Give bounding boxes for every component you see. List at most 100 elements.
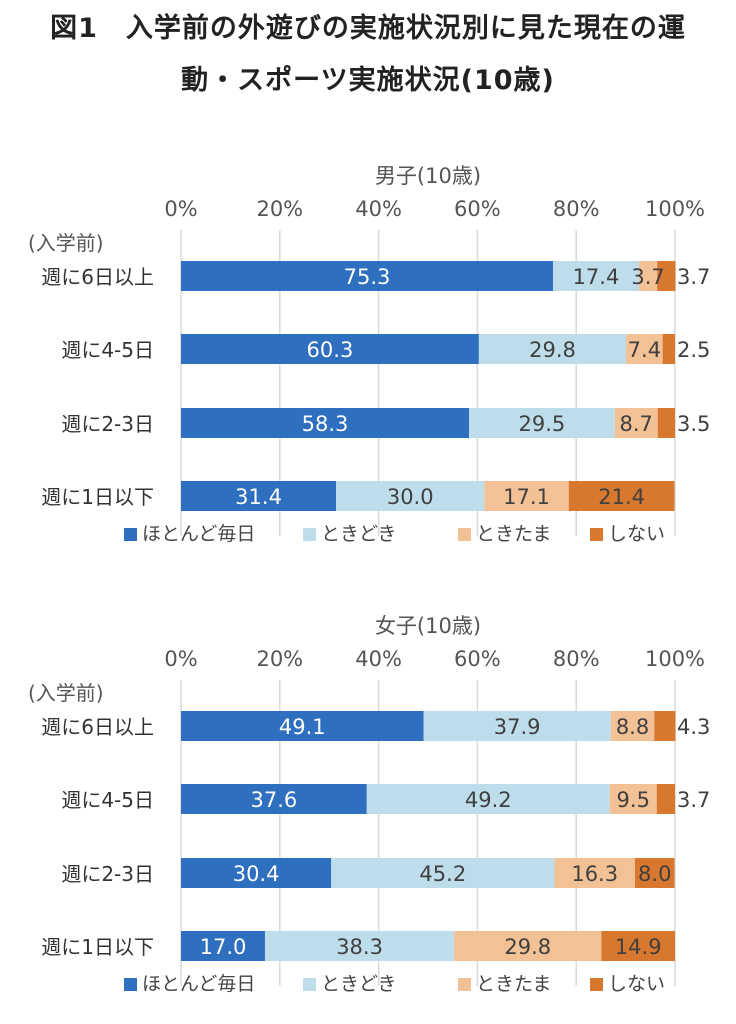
chart-female: 女子(10歳) 0% 20% 40% 60% 80% 100% (入学前) 週に6日以上 49.1… xyxy=(28,614,710,995)
male-chart-title: 男子(10歳) xyxy=(375,164,481,188)
male-bar-segment xyxy=(181,261,553,291)
female-x-tick-label: 60% xyxy=(454,647,501,671)
female-data-label: 38.3 xyxy=(336,935,383,959)
female-category-label: 週に2-3日 xyxy=(61,862,154,886)
male-category-label: 週に2-3日 xyxy=(61,412,154,436)
female-bar-segment xyxy=(609,784,657,814)
male-bar-segment xyxy=(657,261,676,291)
female-data-label: 3.7 xyxy=(677,788,710,812)
female-data-label: 9.5 xyxy=(617,788,650,812)
male-bar-segment xyxy=(657,408,675,438)
female-data-label: 45.2 xyxy=(419,862,466,886)
figure-title-line1: 図1 入学前の外遊びの実施状況別に見た現在の運 xyxy=(50,13,686,44)
male-bar-segment xyxy=(662,334,675,364)
figure-title-line2: 動・スポーツ実施状況(10歳) xyxy=(181,65,555,96)
male-data-label: 21.4 xyxy=(598,485,645,509)
male-bar-segment xyxy=(478,334,627,364)
male-category-label: 週に1日以下 xyxy=(41,485,154,509)
male-bar-segment xyxy=(469,408,615,438)
male-data-label: 30.0 xyxy=(387,485,434,509)
male-x-tick-label: 100% xyxy=(645,197,705,221)
female-legend-label: ほとんど毎日 xyxy=(142,973,255,995)
male-legend-label: ほとんど毎日 xyxy=(142,523,255,545)
male-x-tick-label: 80% xyxy=(553,197,600,221)
male-bar-segment xyxy=(484,481,569,511)
male-legend-label: ときたま xyxy=(476,523,551,545)
female-data-label: 49.1 xyxy=(279,715,326,739)
female-bar-segment xyxy=(554,858,635,888)
female-bar-segment xyxy=(423,711,611,741)
male-data-label: 60.3 xyxy=(307,338,354,362)
female-data-label: 4.3 xyxy=(677,715,710,739)
male-data-label: 17.1 xyxy=(503,485,550,509)
male-legend-swatch xyxy=(303,528,316,541)
male-bar-segment xyxy=(336,481,485,511)
female-bar-segment xyxy=(264,931,455,961)
female-data-label: 8.8 xyxy=(616,715,649,739)
male-legend-label: しない xyxy=(608,523,665,545)
female-data-label: 8.0 xyxy=(638,862,671,886)
female-bar-segment xyxy=(366,784,610,814)
male-x-tick-label: 20% xyxy=(256,197,303,221)
male-x-tick-label: 40% xyxy=(355,197,402,221)
male-data-label: 29.5 xyxy=(518,412,565,436)
male-bar-segment xyxy=(181,408,470,438)
male-bar-segment xyxy=(568,481,675,511)
male-data-label: 17.4 xyxy=(573,265,620,289)
female-category-label: 週に6日以上 xyxy=(41,715,154,739)
female-data-label: 14.9 xyxy=(615,935,662,959)
female-x-tick-label: 100% xyxy=(645,647,705,671)
female-x-tick-label: 80% xyxy=(553,647,600,671)
male-bar-segment xyxy=(181,334,479,364)
male-data-label: 7.4 xyxy=(628,338,661,362)
female-axis-header: (入学前) xyxy=(28,681,104,705)
female-x-tick-label: 0% xyxy=(164,647,197,671)
female-chart-title: 女子(10歳) xyxy=(375,614,481,638)
male-bar-segment xyxy=(181,481,337,511)
female-bar-segment xyxy=(454,931,602,961)
female-data-label: 37.9 xyxy=(494,715,541,739)
male-data-label: 3.5 xyxy=(677,412,710,436)
female-bar-segment xyxy=(656,784,675,814)
female-bar-segment xyxy=(634,858,675,888)
female-bar-segment xyxy=(181,784,367,814)
male-bar-segment xyxy=(552,261,639,291)
female-legend-swatch xyxy=(303,978,316,991)
female-bar-segment xyxy=(601,931,675,961)
male-data-label: 3.7 xyxy=(677,265,710,289)
male-data-label: 58.3 xyxy=(302,412,349,436)
female-legend-swatch xyxy=(458,978,471,991)
female-data-label: 49.2 xyxy=(465,788,512,812)
male-category-label: 週に6日以上 xyxy=(41,265,154,289)
female-bar-segment xyxy=(181,858,332,888)
female-bar-segment xyxy=(181,931,265,961)
female-data-label: 17.0 xyxy=(200,935,247,959)
female-category-label: 週に1日以下 xyxy=(41,935,154,959)
female-x-tick-label: 20% xyxy=(256,647,303,671)
male-data-label: 29.8 xyxy=(529,338,576,362)
male-category-label: 週に4-5日 xyxy=(61,338,154,362)
female-legend-label: ときどき xyxy=(321,973,396,995)
male-data-label: 31.4 xyxy=(235,485,282,509)
male-legend-swatch xyxy=(590,528,603,541)
female-data-label: 30.4 xyxy=(233,862,280,886)
chart-male: 男子(10歳) 0% 20% 40% 60% 80% 100% (入学前) 週に6日以上 75.3… xyxy=(28,164,710,545)
female-bar-segment xyxy=(654,711,676,741)
female-data-label: 29.8 xyxy=(504,935,551,959)
male-data-label: 8.7 xyxy=(620,412,653,436)
male-axis-header: (入学前) xyxy=(28,231,104,255)
male-x-tick-label: 0% xyxy=(164,197,197,221)
female-bar-segment xyxy=(331,858,555,888)
female-bar-segment xyxy=(610,711,655,741)
male-data-label: 75.3 xyxy=(344,265,391,289)
male-legend-swatch xyxy=(124,528,137,541)
female-legend-label: しない xyxy=(608,973,665,995)
male-data-label: 3.7 xyxy=(631,265,664,289)
female-x-tick-label: 40% xyxy=(355,647,402,671)
female-bar-segment xyxy=(181,711,424,741)
male-x-tick-label: 60% xyxy=(454,197,501,221)
female-data-label: 37.6 xyxy=(250,788,297,812)
male-legend-label: ときどき xyxy=(321,523,396,545)
female-legend-swatch xyxy=(124,978,137,991)
male-legend-swatch xyxy=(458,528,471,541)
